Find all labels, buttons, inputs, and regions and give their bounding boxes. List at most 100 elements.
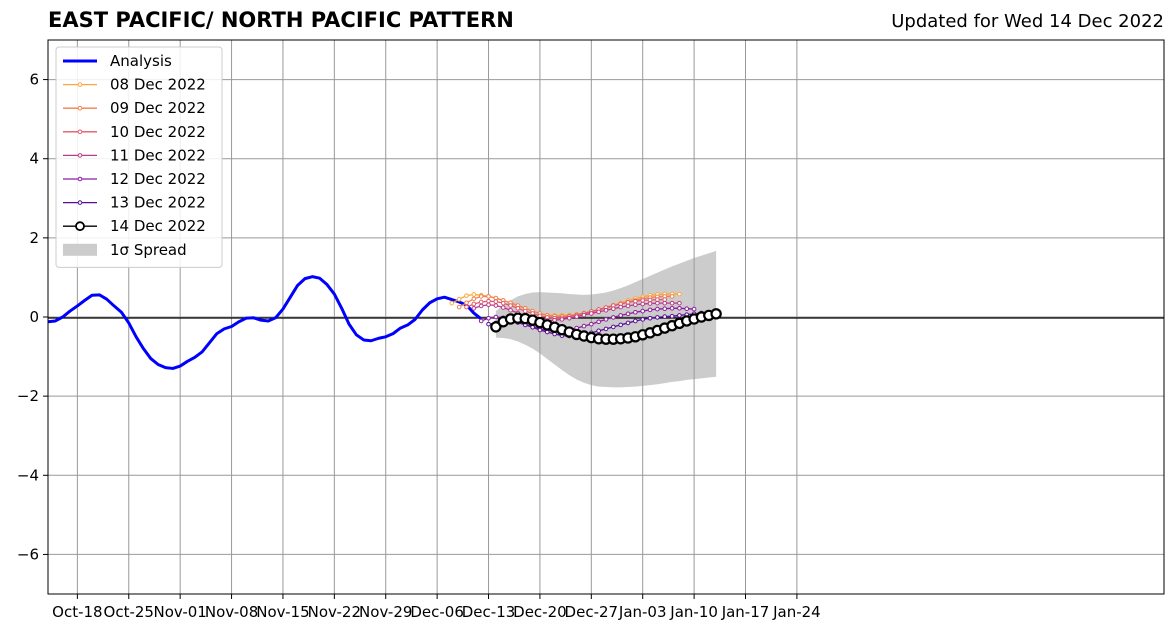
forecast-point (618, 304, 623, 310)
forecast-point (478, 303, 484, 309)
legend-label: 13 Dec 2022 (110, 194, 206, 212)
forecast-point (611, 315, 616, 320)
forecast-point (662, 297, 668, 302)
forecast-point (662, 300, 668, 306)
forecast-point (684, 306, 690, 311)
forecast-point (464, 304, 469, 310)
x-tick-label: Dec-13 (462, 603, 516, 621)
forecast-point (640, 317, 646, 322)
x-tick-label: Dec-27 (565, 603, 619, 621)
legend-label: 1σ Spread (110, 241, 187, 259)
forecast-point (478, 299, 484, 305)
forecast-point (464, 293, 469, 298)
forecast-point (625, 303, 631, 309)
x-tick-label: Nov-01 (153, 603, 206, 621)
y-tick-label: 2 (29, 229, 39, 247)
forecast-point (625, 300, 631, 305)
forecast-point (633, 309, 638, 315)
forecast-point (500, 300, 506, 306)
legend-box (55, 46, 223, 268)
forecast-point (618, 322, 623, 328)
forecast-point (640, 301, 646, 307)
forecast-point (655, 315, 660, 320)
y-tick-label: 6 (29, 71, 39, 89)
forecast-point (710, 308, 722, 320)
forecast-point (677, 313, 682, 318)
forecast-point (669, 294, 675, 299)
forecast-point (640, 298, 646, 303)
legend-swatch-marker (75, 221, 85, 232)
x-tick-label: Dec-06 (410, 603, 464, 621)
forecast-point (581, 323, 587, 329)
forecast-point (500, 305, 506, 310)
x-tick-label: Dec-20 (513, 603, 567, 621)
x-tick-label: Jan-24 (772, 603, 821, 621)
forecast-point (677, 291, 682, 297)
forecast-point (471, 301, 477, 307)
forecast-point (647, 315, 653, 321)
forecast-point (603, 317, 609, 322)
forecast-point (603, 326, 609, 332)
forecast-point (486, 302, 491, 308)
forecast-point (655, 300, 660, 306)
forecast-point (640, 308, 646, 314)
forecast-point (596, 309, 601, 315)
x-tick-label: Jan-10 (669, 603, 718, 621)
forecast-point (515, 305, 521, 311)
forecast-point (596, 319, 601, 325)
forecast-point (559, 317, 565, 322)
forecast-point (471, 292, 477, 297)
forecast-point (589, 321, 594, 327)
x-tick-label: Nov-15 (256, 603, 309, 621)
forecast-point (669, 305, 675, 311)
forecast-point (508, 307, 513, 313)
legend-swatch-marker (77, 82, 83, 87)
forecast-point (566, 315, 572, 321)
forecast-point (655, 306, 660, 312)
forecast-point (625, 320, 631, 326)
forecast-point (596, 328, 601, 334)
forecast-point (647, 307, 653, 313)
y-tick-label: 4 (29, 150, 39, 168)
forecast-point (486, 321, 491, 327)
forecast-point (486, 298, 491, 304)
forecast-point (493, 303, 499, 308)
forecast-point (537, 327, 543, 333)
forecast-point (493, 299, 499, 304)
y-tick-label: −2 (17, 387, 39, 405)
legend-label: 12 Dec 2022 (110, 170, 206, 188)
forecast-point (662, 314, 668, 319)
chart-title: EAST PACIFIC/ NORTH PACIFIC PATTERN (48, 8, 514, 32)
forecast-point (456, 304, 462, 310)
forecast-point (530, 324, 535, 330)
forecast-point (471, 305, 477, 311)
forecast-point (581, 312, 587, 318)
legend-swatch-patch (63, 243, 97, 256)
legend-swatch-marker (77, 176, 83, 182)
forecast-point (647, 301, 653, 306)
legend-swatch-marker (77, 200, 83, 205)
forecast-point (633, 302, 638, 308)
legend-label: 11 Dec 2022 (110, 146, 206, 164)
forecast-line (466, 298, 665, 319)
forecast-point (589, 311, 594, 316)
forecast-point (478, 318, 484, 324)
forecast-point (633, 298, 638, 304)
forecast-point (603, 307, 609, 313)
forecast-point (544, 329, 550, 335)
y-tick-label: −6 (17, 545, 39, 563)
y-tick-label: −4 (17, 466, 39, 484)
forecast-point (486, 315, 491, 321)
x-tick-label: Nov-22 (308, 603, 361, 621)
forecast-point (522, 308, 528, 314)
legend-swatch-marker (77, 153, 83, 158)
forecast-point (449, 300, 455, 306)
x-tick-label: Jan-17 (721, 603, 770, 621)
forecast-point (633, 318, 638, 324)
analysis-line (48, 275, 483, 370)
forecast-point (655, 297, 660, 302)
forecast-point (478, 294, 484, 299)
forecast-point (456, 296, 462, 302)
forecast-point (493, 295, 499, 301)
x-tick-label: Oct-18 (52, 603, 102, 621)
